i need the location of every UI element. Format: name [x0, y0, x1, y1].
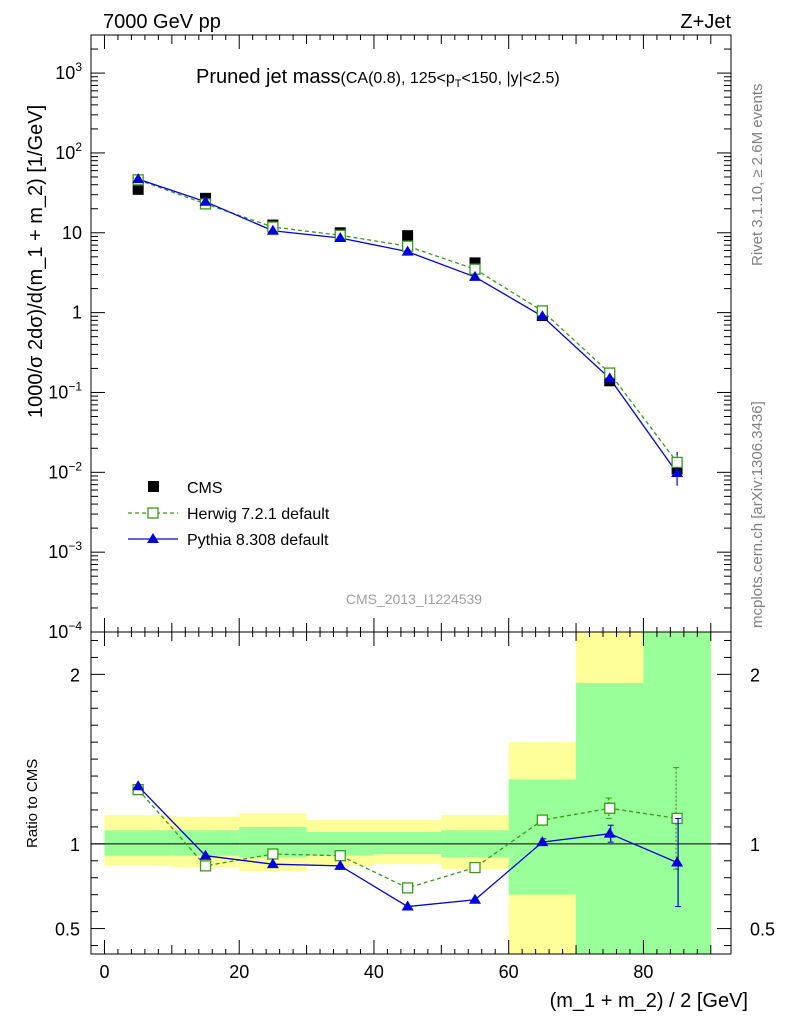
legend-marker-pythia — [147, 533, 159, 543]
ratio-point-pythia — [334, 859, 347, 870]
ratio-point-herwig — [536, 814, 549, 826]
rivet-version-label: Rivet 3.1.10, ≥ 2.6M events — [749, 84, 766, 267]
analysis-watermark: CMS_2013_I1224539 — [346, 591, 482, 607]
main-y-tick-label-exponent: −3 — [68, 539, 82, 553]
main-y-tick-label-exponent: −4 — [68, 619, 82, 633]
main-x-axis — [103, 35, 712, 632]
main-point-pythia — [469, 270, 481, 281]
main-y-tick-label: 10−2 — [48, 459, 82, 482]
ratio-band-inner — [643, 632, 711, 954]
main-point-pythia — [401, 245, 414, 256]
ratio-series-group — [132, 767, 684, 911]
header-energy-label: 7000 GeV pp — [103, 11, 221, 33]
main-y-tick-label: 10−4 — [48, 619, 82, 642]
main-y-tick-label-base: 10 — [55, 63, 75, 83]
ratio-band-inner — [104, 830, 172, 856]
ratio-x-tick-label: 80 — [633, 962, 653, 982]
ratio-point-pythia — [266, 858, 279, 869]
ratio-x-tick-label: 20 — [229, 962, 249, 982]
ratio-panel-frame — [90, 631, 732, 955]
ratio-point-pythia — [199, 849, 212, 860]
ratio-y-tick-label-right: 2 — [750, 665, 760, 685]
ratio-y-tick-label: 2 — [70, 665, 80, 685]
ratio-x-axis: 0 20 40 60 80 — [99, 632, 712, 982]
main-point-pythia — [603, 372, 616, 383]
ratio-point-pythia — [671, 856, 684, 867]
main-y-tick-label: 10 — [62, 223, 82, 243]
main-y-tick-label-exponent: −1 — [68, 379, 82, 393]
main-y-axis-label: 1000/σ 2dσ)/d(m_1 + m_2) [1/GeV] — [25, 105, 47, 418]
main-point-cms — [402, 230, 414, 242]
ratio-x-tick-label: 40 — [364, 962, 384, 982]
ratio-point-herwig — [401, 882, 414, 894]
ratio-point-herwig — [604, 802, 616, 814]
ratio-point-pythia — [603, 827, 616, 838]
ratio-point-herwig — [267, 848, 279, 860]
main-y-tick-label: 103 — [55, 60, 82, 83]
main-y-tick-label-exponent: 3 — [75, 60, 82, 74]
x-axis-label: (m_1 + m_2) / 2 [GeV] — [550, 990, 748, 1012]
chart-title-cuts-subscript: T — [455, 78, 462, 90]
main-line-herwig — [137, 179, 678, 463]
main-y-tick-label-base: 1 — [72, 303, 82, 323]
legend-marker-cms — [148, 481, 159, 492]
ratio-point-pythia — [401, 900, 414, 911]
main-y-tick-label-base: 10 — [48, 382, 68, 402]
main-point-cms — [132, 183, 144, 195]
ratio-y-tick-label: 0.5 — [55, 920, 80, 940]
main-point-pythia — [266, 224, 279, 235]
chart-title-cuts-end: <150, |y|<2.5) — [462, 70, 560, 87]
ratio-x-tick-label: 60 — [499, 962, 519, 982]
main-y-tick-label-base: 10 — [48, 542, 68, 562]
main-point-pythia — [199, 195, 212, 206]
main-y-tick-label: 10−3 — [48, 539, 82, 562]
header-process-label: Z+Jet — [680, 11, 731, 33]
main-series-group — [132, 173, 684, 486]
main-point-pythia — [671, 467, 684, 478]
ratio-y-tick-label: 1 — [70, 835, 80, 855]
main-y-tick-label-base: 10 — [55, 143, 75, 163]
main-point-pythia — [132, 173, 145, 184]
ratio-x-tick-label: 0 — [99, 962, 109, 982]
ratio-uncertainty-bands — [91, 632, 731, 954]
ratio-y-tick-label-right: 0.5 — [750, 920, 775, 940]
ratio-point-herwig — [469, 861, 481, 874]
ratio-y-axis-label: Ratio to CMS — [24, 759, 41, 848]
chart-title-main: Pruned jet mass — [196, 66, 341, 88]
main-line-pythia — [137, 178, 678, 474]
main-point-cms — [469, 257, 481, 269]
legend-label-cms: CMS — [187, 480, 223, 497]
main-y-tick-label: 10−1 — [48, 379, 82, 402]
main-y-tick-label-base: 10 — [62, 223, 82, 243]
main-point-pythia — [536, 310, 549, 321]
ratio-point-pythia — [132, 780, 145, 791]
ratio-point-pythia — [536, 836, 549, 847]
main-point-herwig — [671, 456, 683, 469]
main-y-tick-label-exponent: 2 — [75, 140, 82, 154]
ratio-y-axis: 0.5 0.5 1 1 2 2 — [55, 639, 775, 947]
chart-title: Pruned jet mass(CA(0.8), 125<pT<150, |y|… — [196, 66, 560, 90]
legend-marker-herwig — [147, 507, 159, 519]
main-y-tick-label: 1 — [72, 303, 82, 323]
ratio-point-herwig — [334, 850, 346, 862]
chart-title-cuts: (CA(0.8), 125<p — [341, 70, 455, 87]
main-y-tick-label-exponent: −2 — [68, 459, 82, 473]
legend-label-herwig: Herwig 7.2.1 default — [187, 506, 330, 523]
ratio-point-pythia — [469, 893, 481, 904]
ratio-band-inner — [373, 831, 442, 855]
mcplots-reference-label: mcplots.cern.ch [arXiv:1306.3436] — [749, 401, 766, 628]
main-y-tick-label-base: 10 — [48, 622, 68, 642]
main-y-tick-label: 102 — [55, 140, 82, 163]
main-y-tick-label-base: 10 — [48, 462, 68, 482]
ratio-point-herwig — [199, 860, 212, 872]
ratio-y-tick-label-right: 1 — [750, 835, 760, 855]
legend: CMS Herwig 7.2.1 default Pythia 8.308 de… — [128, 480, 330, 549]
legend-label-pythia: Pythia 8.308 default — [187, 532, 329, 549]
main-point-pythia — [334, 232, 347, 243]
